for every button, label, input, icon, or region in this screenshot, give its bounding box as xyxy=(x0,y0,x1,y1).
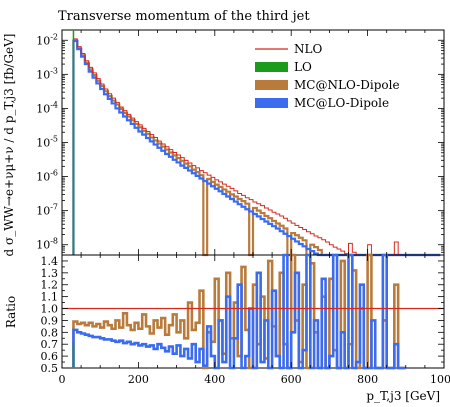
y-tick-label: 10-6 xyxy=(36,169,58,184)
ratio-y-ticks: 0.50.60.70.80.91.01.11.21.31.4 xyxy=(41,254,444,375)
ratio-series-mc-lo-dipole xyxy=(72,253,406,370)
ratio-tick-label: 1.1 xyxy=(41,291,59,304)
ratio-plot xyxy=(62,253,444,370)
legend-label-lo: LO xyxy=(294,60,312,74)
x-tick-label: 400 xyxy=(204,373,225,386)
y-tick-label: 10-8 xyxy=(36,237,58,252)
y-tick-label: 10-5 xyxy=(36,135,58,150)
ratio-tick-label: 0.8 xyxy=(41,326,59,339)
y-tick-label: 10-4 xyxy=(36,100,58,115)
series-nlo xyxy=(72,38,441,256)
ratio-tick-label: 0.5 xyxy=(41,362,59,375)
ratio-tick-label: 0.9 xyxy=(41,314,59,327)
chart-title: Transverse momentum of the third jet xyxy=(58,9,310,24)
ratio-tick-label: 1.4 xyxy=(41,255,59,268)
legend-label-mc-nlo-dipole: MC@NLO-Dipole xyxy=(294,78,400,92)
ratio-tick-label: 1.3 xyxy=(41,267,59,280)
series-mc-nlo-dipole xyxy=(72,39,441,257)
x-tick-label: 200 xyxy=(128,373,149,386)
ratio-label-group: Ratio xyxy=(4,296,18,328)
ratio-panel: 0.50.60.70.80.91.01.11.21.31.4 0 200 400 60… xyxy=(41,30,450,386)
x-tick-label: 600 xyxy=(281,373,302,386)
ratio-tick-label: 1.2 xyxy=(41,279,59,292)
ratio-axis-label: Ratio xyxy=(4,296,18,328)
legend: NLO LO MC@NLO-Dipole MC@LO-Dipole xyxy=(255,42,400,110)
ratio-tick-label: 0.7 xyxy=(41,338,59,351)
legend-swatch-mc-lo-dipole xyxy=(255,98,288,108)
x-tick-label: 0 xyxy=(59,373,66,386)
y-tick-label: 10-2 xyxy=(36,32,58,47)
y-tick-label: 10-7 xyxy=(36,203,58,218)
main-y-ticks: 10-8 10-7 10-6 10-5 10-4 10-3 10-2 xyxy=(36,29,444,256)
x-axis-label: p_T,j3 [GeV] xyxy=(366,389,440,403)
legend-swatch-mc-nlo-dipole xyxy=(255,80,288,90)
legend-label-mc-lo-dipole: MC@LO-Dipole xyxy=(294,96,389,110)
series-mc-lo-dipole xyxy=(72,39,441,257)
ratio-tick-label: 1.0 xyxy=(41,303,59,316)
main-panel: 10-8 10-7 10-6 10-5 10-4 10-3 10-2 NLO LO MC@NLO… xyxy=(36,29,445,257)
x-tick-label: 800 xyxy=(357,373,378,386)
ratio-series-mc-nlo-dipole xyxy=(72,253,406,370)
x-ticks: 0 200 400 600 800 1000 xyxy=(59,30,450,386)
x-tick-label: 1000 xyxy=(430,373,450,386)
y-axis-label-group: d σ_WW→e+νμ+ν / d p_T,j3 [fb/GeV] xyxy=(2,34,16,257)
ratio-tick-label: 0.6 xyxy=(41,350,59,363)
y-axis-label: d σ_WW→e+νμ+ν / d p_T,j3 [fb/GeV] xyxy=(2,34,16,257)
y-tick-label: 10-3 xyxy=(36,66,58,81)
legend-label-nlo: NLO xyxy=(294,42,322,56)
legend-swatch-lo xyxy=(255,62,288,72)
